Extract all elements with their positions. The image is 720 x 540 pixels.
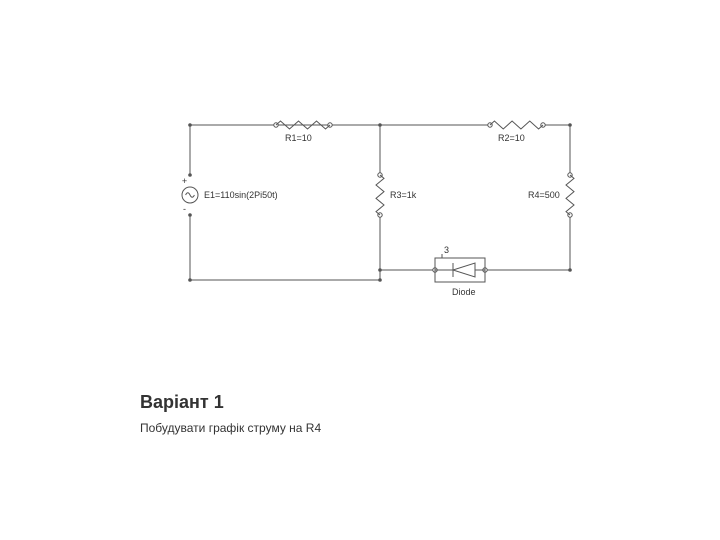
svg-text:3: 3 [444,245,449,255]
svg-text:R3=1k: R3=1k [390,190,417,200]
svg-text:R2=10: R2=10 [498,133,525,143]
caption-block: Варіант 1 Побудувати графік струму на R4 [140,392,321,435]
svg-text:E1=110sin(2Pi50t): E1=110sin(2Pi50t) [204,190,278,200]
svg-text:R4=500: R4=500 [528,190,560,200]
svg-text:-: - [183,204,186,214]
page: + - E1=110sin(2Pi50t) R1=10 R2=10 R3=1k R4=500… [0,0,720,540]
svg-text:+: + [182,176,187,186]
caption-subtitle: Побудувати графік струму на R4 [140,421,321,435]
svg-text:R1=10: R1=10 [285,133,312,143]
svg-text:Diode: Diode [452,287,476,297]
caption-title: Варіант 1 [140,392,321,413]
circuit-diagram: + - E1=110sin(2Pi50t) R1=10 R2=10 R3=1k R4=500… [180,115,580,340]
